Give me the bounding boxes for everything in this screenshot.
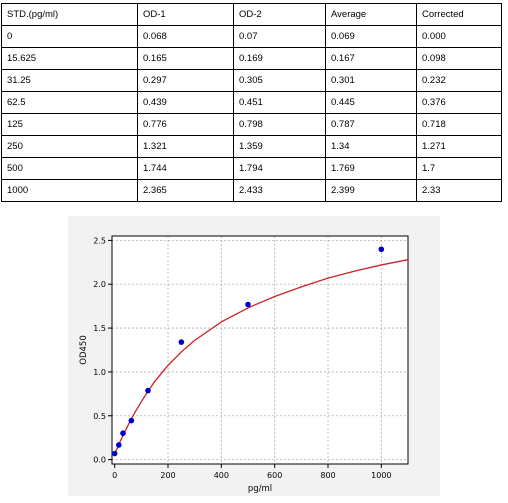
table-row: 125 0.776 0.798 0.787 0.718 — [1, 113, 502, 136]
table-cell: 62.5 — [1, 91, 138, 114]
table-cell: 0.301 — [325, 69, 417, 92]
y-tick-label: 2.5 — [93, 236, 106, 245]
y-tick-label: 2.0 — [93, 280, 106, 289]
table-cell: 1.271 — [416, 135, 502, 158]
table-cell: 1.359 — [233, 135, 326, 158]
column-header: STD.(pg/ml) — [1, 3, 138, 26]
table-header-row: STD.(pg/ml) OD-1 OD-2 Average Corrected — [1, 3, 502, 26]
x-tick-label: 1000 — [371, 471, 391, 480]
table-cell: 1000 — [1, 179, 138, 202]
column-header: Average — [325, 3, 417, 26]
plot-frame — [111, 235, 409, 465]
table-cell: 1.7 — [416, 157, 502, 180]
table-row: 500 1.744 1.794 1.769 1.7 — [1, 157, 502, 180]
table-cell: 1.769 — [325, 157, 417, 180]
table-cell: 0.718 — [416, 113, 502, 136]
table-row: 0 0.068 0.07 0.069 0.000 — [1, 25, 502, 48]
table-cell: 0.169 — [233, 47, 326, 70]
table-cell: 0.451 — [233, 91, 326, 114]
table-cell: 0.098 — [416, 47, 502, 70]
plot-area — [112, 236, 408, 464]
table-cell: 0.305 — [233, 69, 326, 92]
table-cell: 125 — [1, 113, 138, 136]
table-row: 15.625 0.165 0.169 0.167 0.098 — [1, 47, 502, 70]
chart-svg: 0 200 400 600 800 1000 0.0 0.5 1.0 1.5 2.0 2.5 pg/ml… — [79, 235, 409, 494]
y-tick-label: 0.0 — [93, 456, 106, 465]
data-point — [116, 442, 122, 448]
table-row: 31.25 0.297 0.305 0.301 0.232 — [1, 69, 502, 92]
table-cell: 31.25 — [1, 69, 138, 92]
table-cell: 0 — [1, 25, 138, 48]
table-cell: 0.376 — [416, 91, 502, 114]
table-cell: 2.365 — [137, 179, 234, 202]
table-cell: 0.445 — [325, 91, 417, 114]
table-cell: 2.33 — [416, 179, 502, 202]
table-cell: 500 — [1, 157, 138, 180]
x-tick-label: 200 — [160, 471, 175, 480]
table-cell: 2.399 — [325, 179, 417, 202]
table-cell: 0.165 — [137, 47, 234, 70]
data-point — [120, 430, 126, 437]
table-row: 250 1.321 1.359 1.34 1.271 — [1, 135, 502, 158]
table-cell: 1.321 — [137, 135, 234, 158]
table-cell: 0.798 — [233, 113, 326, 136]
table-cell: 1.794 — [233, 157, 326, 180]
data-point — [178, 339, 185, 345]
x-axis-label: pg/ml — [248, 484, 272, 494]
table-cell: 0.167 — [325, 47, 417, 70]
table-cell: 0.297 — [137, 69, 234, 92]
table-cell: 2.433 — [233, 179, 326, 202]
table-cell: 0.776 — [137, 113, 234, 136]
standard-curve-chart: 0 200 400 600 800 1000 0.0 0.5 1.0 1.5 2.0 2.5 pg/ml… — [68, 216, 440, 496]
column-header: OD-1 — [137, 3, 234, 26]
y-axis-label: OD450 — [79, 335, 89, 364]
column-header: Corrected — [416, 3, 502, 26]
standards-table: STD.(pg/ml) OD-1 OD-2 Average Corrected 0 0.0… — [1, 3, 502, 202]
data-point — [145, 387, 151, 394]
y-tick-label: 1.5 — [93, 324, 106, 333]
table-cell: 1.744 — [137, 157, 234, 180]
data-point — [245, 301, 251, 308]
table-cell: 0.07 — [233, 25, 326, 48]
x-tick-label: 600 — [267, 471, 282, 480]
data-point — [111, 450, 118, 457]
y-tick-label: 0.5 — [93, 412, 106, 421]
table-row: 1000 2.365 2.433 2.399 2.33 — [1, 179, 502, 202]
table-cell: 0.232 — [416, 69, 502, 92]
table-cell: 0.069 — [325, 25, 417, 48]
x-tick-label: 400 — [214, 471, 229, 480]
table-cell: 15.625 — [1, 47, 138, 70]
table-cell: 250 — [1, 135, 138, 158]
data-point — [378, 246, 385, 253]
table-cell: 0.000 — [416, 25, 502, 48]
table-cell: 0.068 — [137, 25, 234, 48]
table-row: 62.5 0.439 0.451 0.445 0.376 — [1, 91, 502, 114]
table-cell: 1.34 — [325, 135, 417, 158]
y-tick-label: 1.0 — [93, 368, 106, 377]
table-cell: 0.787 — [325, 113, 417, 136]
data-point — [128, 417, 135, 424]
x-tick-label: 800 — [320, 471, 335, 480]
x-tick-label: 0 — [112, 471, 117, 480]
column-header: OD-2 — [233, 3, 326, 26]
table-cell: 0.439 — [137, 91, 234, 114]
